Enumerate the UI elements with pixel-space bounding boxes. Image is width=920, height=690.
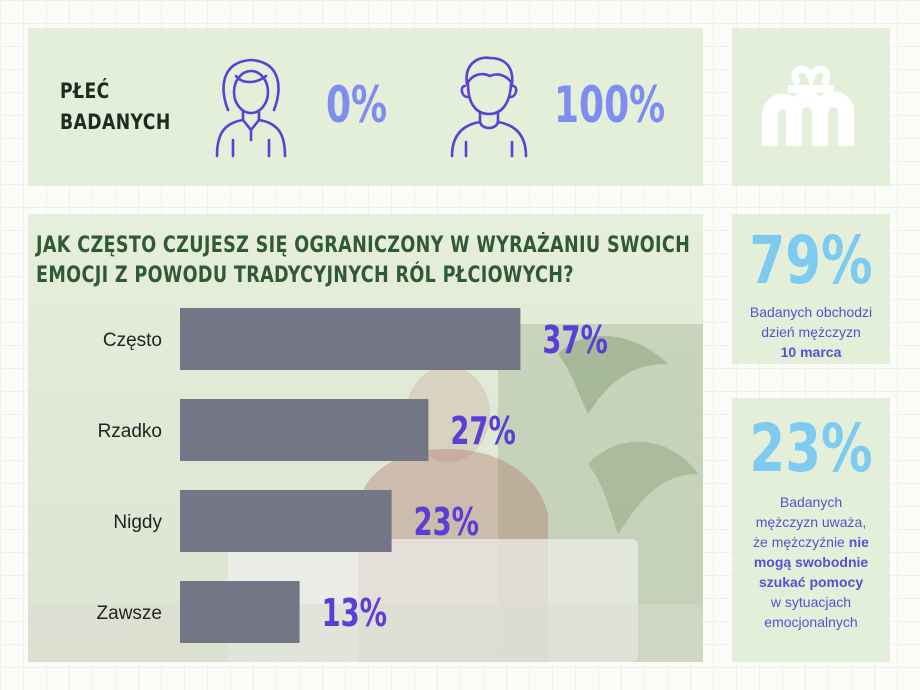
category-label: Rzadko xyxy=(98,421,162,442)
value-label: 23% xyxy=(414,499,479,544)
gender-panel: PŁEĆ BADANYCH 0% 100% xyxy=(28,28,703,186)
stat1-text: Badanych obchodzi dzień mężczyzn 10 marc… xyxy=(732,302,890,362)
bar xyxy=(180,490,392,552)
stat2-line6: w sytuacjach xyxy=(770,594,852,610)
stat2-line7: emocjonalnych xyxy=(764,614,858,630)
chart-panel: JAK CZĘSTO CZUJESZ SIĘ OGRANICZONY W WYR… xyxy=(28,214,703,662)
gender-label: PŁEĆ BADANYCH xyxy=(60,76,171,138)
female-percent: 0% xyxy=(326,76,388,134)
stat-panel-79: 79% Badanych obchodzi dzień mężczyzn 10 … xyxy=(732,214,890,364)
bar-chart: Często 37% Rzadko 27% Nigdy 23% Zawsze 13% xyxy=(97,308,608,643)
gender-label-line2: BADANYCH xyxy=(60,110,171,134)
stat2-text: Badanych mężczyzn uważa, że mężczyźnie n… xyxy=(732,492,890,632)
brand-logo-icon xyxy=(762,65,854,146)
stat2-line5: szukać pomocy xyxy=(758,574,864,590)
male-percent: 100% xyxy=(554,76,666,134)
stat2-line3-bold: nie xyxy=(848,534,869,550)
bar xyxy=(180,581,300,643)
woman-icon xyxy=(215,58,287,158)
background-photo xyxy=(28,324,703,662)
stat2-line1: Badanych xyxy=(779,494,843,510)
stat-panel-23: 23% Badanych mężczyzn uważa, że mężczyźn… xyxy=(732,398,890,662)
chart-title-line2: EMOCJI Z POWODU TRADYCYJNYCH RÓL PŁCIOWY… xyxy=(36,263,574,288)
stat2-value: 23% xyxy=(749,410,873,487)
category-label: Często xyxy=(103,330,162,351)
value-label: 13% xyxy=(322,590,387,635)
category-label: Nigdy xyxy=(113,512,162,533)
value-label: 27% xyxy=(450,408,515,453)
category-label: Zawsze xyxy=(97,603,162,624)
stat1-line1: Badanych obchodzi xyxy=(749,304,873,320)
logo-panel xyxy=(732,28,890,186)
gender-label-line1: PŁEĆ xyxy=(60,79,110,103)
stat1-value: 79% xyxy=(749,222,873,299)
bar xyxy=(180,399,429,461)
stat1-line2: dzień mężczyzn xyxy=(761,324,861,340)
man-icon xyxy=(450,56,528,158)
stat1-line3: 10 marca xyxy=(780,344,842,360)
bar xyxy=(180,308,521,370)
stat2-line3-pre: że mężczyźnie xyxy=(753,534,845,550)
stat2-line2: mężczyzn uważa, xyxy=(755,514,867,530)
value-label: 37% xyxy=(542,317,607,362)
stat2-line4: mogą swobodnie xyxy=(753,554,869,570)
